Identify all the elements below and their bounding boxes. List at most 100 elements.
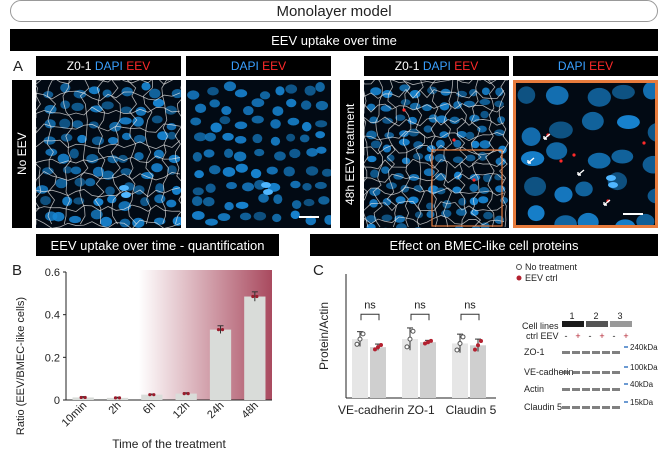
nucleus <box>120 168 132 176</box>
mitotic-nucleus <box>263 189 273 195</box>
chip-zo1-dapi-eev-2: Z0-1 DAPI EEV <box>364 56 509 76</box>
nucleus <box>465 154 476 162</box>
bar-Claudin 5-0 <box>452 343 468 398</box>
nucleus <box>209 165 221 175</box>
nucleus <box>548 121 573 139</box>
nucleus <box>149 88 161 99</box>
bar-Claudin 5-1 <box>470 345 486 398</box>
nucleus <box>42 167 54 175</box>
eev-particle <box>472 178 476 182</box>
ctrl-sign: - <box>613 331 616 341</box>
nucleus <box>408 196 419 204</box>
nucleus <box>141 82 151 91</box>
nucleus <box>303 198 315 207</box>
nucleus <box>105 186 115 196</box>
nucleus <box>367 103 376 111</box>
x-tick-label: 6h <box>141 400 158 417</box>
nucleus <box>251 98 265 108</box>
kda-label: 40kDa <box>630 380 654 389</box>
nucleus <box>117 154 128 163</box>
nucleus <box>479 98 491 106</box>
nucleus <box>527 205 545 222</box>
nucleus <box>587 87 611 107</box>
nucleus <box>60 100 71 109</box>
zo1-junction <box>364 103 505 114</box>
zo1-junction <box>364 215 505 226</box>
nucleus <box>291 200 302 209</box>
section-title-proteins: Effect on BMEC-like cell proteins <box>389 237 579 253</box>
zoom-region-box <box>431 149 503 227</box>
significance-bracket <box>410 313 430 321</box>
nucleus <box>187 90 200 100</box>
chip-dapi-eev-1: DAPI EEV <box>186 56 331 76</box>
blot-row-label: ZO-1 <box>524 347 545 357</box>
nucleus <box>207 86 219 96</box>
nucleus <box>305 166 319 176</box>
nucleus <box>272 213 282 223</box>
nucleus <box>209 99 220 108</box>
nucleus <box>120 106 133 114</box>
scale-bar <box>623 213 643 215</box>
nucleus <box>190 117 202 126</box>
x-tick-label: 12h <box>171 400 192 421</box>
nucleus <box>611 84 635 100</box>
nucleus <box>59 118 71 129</box>
significance-bracket <box>360 313 380 321</box>
nucleus <box>91 136 104 146</box>
nucleus <box>369 187 381 197</box>
nucleus <box>481 87 490 96</box>
significance-label: ns <box>414 299 426 311</box>
nucleus <box>252 133 263 144</box>
nucleus <box>471 140 480 149</box>
nucleus <box>435 173 447 181</box>
nucleus <box>222 166 236 177</box>
chip-zo1-dapi-eev-1: Z0-1 DAPI EEV <box>36 56 181 76</box>
nucleus <box>365 215 377 223</box>
mitotic-nucleus <box>121 192 131 198</box>
nucleus <box>453 139 462 148</box>
nucleus <box>587 152 611 169</box>
nucleus <box>77 134 87 144</box>
blot-band <box>612 406 620 409</box>
nucleus <box>398 138 410 146</box>
zo1-junction <box>36 139 181 150</box>
nucleus <box>133 134 146 144</box>
zo1-junction <box>62 80 73 225</box>
nucleus <box>118 201 132 212</box>
nucleus <box>167 131 177 140</box>
nucleus <box>135 106 147 116</box>
chip-eev-label: EEV <box>454 59 479 73</box>
zo1-junction <box>386 80 398 228</box>
zo1-junction <box>46 80 57 225</box>
nucleus <box>217 213 231 222</box>
nucleus <box>71 102 84 112</box>
nucleus <box>413 152 424 160</box>
data-point <box>186 392 190 396</box>
nucleus <box>453 101 462 109</box>
nucleus <box>477 125 487 133</box>
nucleus <box>242 182 255 192</box>
data-point <box>216 328 221 332</box>
nucleus <box>69 148 79 159</box>
legend-marker-eev <box>516 275 522 281</box>
nucleus <box>270 119 281 129</box>
nucleus <box>40 195 51 206</box>
bar-ZO-1-0 <box>402 339 418 398</box>
nucleus <box>545 86 569 105</box>
lane-label: 3 <box>617 311 622 321</box>
micrograph-48h-zoom <box>513 80 658 228</box>
nucleus <box>469 173 481 181</box>
section-title-uptake: EEV uptake over time <box>271 32 397 48</box>
nucleus <box>224 148 234 158</box>
zo1-junction <box>364 144 505 156</box>
eev-particle <box>642 141 646 145</box>
nucleus <box>546 142 568 160</box>
nucleus <box>100 216 113 227</box>
blot-band <box>602 351 610 354</box>
lane-bar <box>562 321 584 327</box>
nucleus <box>192 187 204 196</box>
blot-band <box>562 388 570 391</box>
nucleus <box>133 185 145 195</box>
zo1-junction <box>364 80 497 86</box>
chip-eev-label: EEV <box>589 59 614 73</box>
